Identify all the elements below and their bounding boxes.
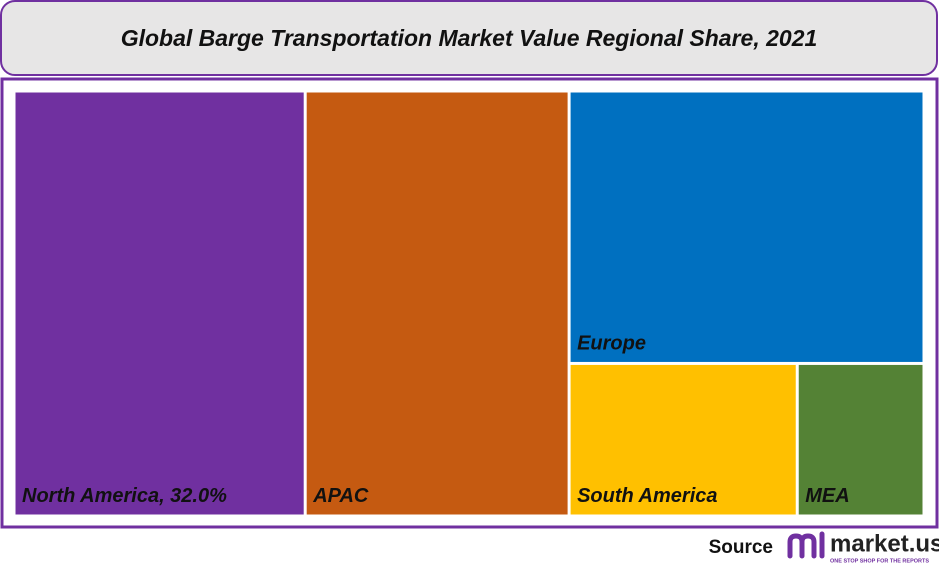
tile-label: Europe (577, 332, 646, 354)
chart-title: Global Barge Transportation Market Value… (121, 25, 818, 51)
logo-mark (787, 533, 817, 559)
tile-label: APAC (312, 485, 369, 507)
tile (15, 92, 304, 515)
tiles: North America, 32.0% APAC Europe South Amer… (15, 92, 923, 515)
tile (570, 92, 923, 362)
tile (570, 364, 796, 515)
brand-logo: market.us ONE STOP SHOP FOR THE REPORTS (787, 530, 939, 564)
brand-name: market.us (830, 530, 939, 557)
tile (306, 92, 568, 515)
tile-label: MEA (805, 485, 849, 507)
tile-label: North America, 32.0% (22, 485, 227, 507)
brand-tagline: ONE STOP SHOP FOR THE REPORTS (830, 558, 929, 564)
tile-label: South America (577, 485, 717, 507)
tile (798, 364, 923, 515)
title-box (0, 0, 938, 76)
source-label: Source (709, 537, 773, 558)
